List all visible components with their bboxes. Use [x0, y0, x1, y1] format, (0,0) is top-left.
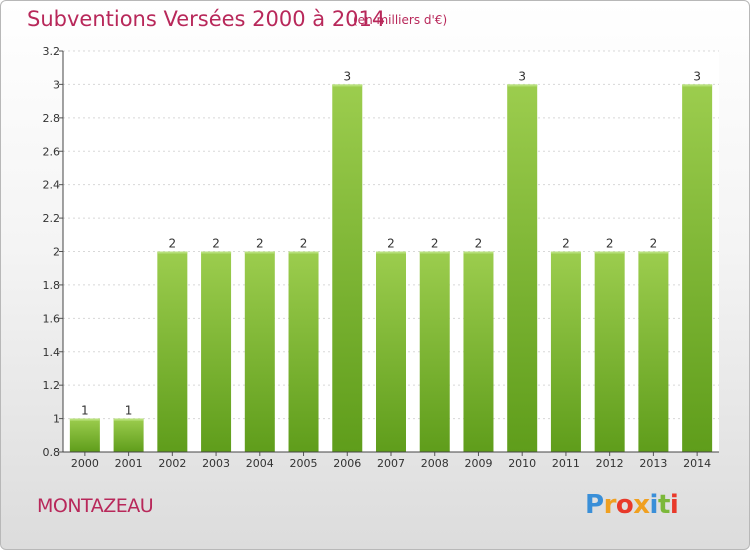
data-label: 2 — [606, 237, 614, 251]
brand-letter: P — [585, 490, 604, 520]
data-label: 1 — [125, 404, 133, 418]
bar — [69, 418, 100, 452]
bar — [113, 418, 144, 452]
y-tick-label: 3 — [53, 78, 60, 91]
bar-highlight — [201, 251, 232, 254]
y-tick-label: 2.8 — [43, 112, 61, 125]
data-label: 2 — [212, 237, 220, 251]
bar-highlight — [157, 251, 188, 254]
bar — [201, 251, 232, 452]
brand-letter: r — [603, 490, 617, 520]
x-tick-label: 2010 — [508, 457, 536, 470]
bar-highlight — [69, 418, 100, 421]
bar — [682, 84, 713, 453]
bar — [638, 251, 669, 452]
brand-letter: o — [615, 490, 634, 520]
bar-highlight — [682, 84, 713, 87]
y-tick-label: 1 — [53, 413, 60, 426]
data-label: 2 — [562, 237, 570, 251]
bar-highlight — [244, 251, 275, 254]
bar — [550, 251, 581, 452]
x-tick-label: 2000 — [71, 457, 99, 470]
data-label: 1 — [81, 404, 89, 418]
y-tick-label: 0.8 — [43, 446, 61, 459]
data-label: 2 — [431, 237, 439, 251]
x-tick-label: 2006 — [333, 457, 361, 470]
data-label: 2 — [475, 237, 483, 251]
bar — [463, 251, 494, 452]
bar-highlight — [550, 251, 581, 254]
y-tick-label: 1.2 — [43, 379, 61, 392]
chart-title: Subventions Versées 2000 à 2014 — [27, 7, 386, 31]
data-label: 2 — [300, 237, 308, 251]
y-tick-label: 2 — [53, 246, 60, 259]
bar — [507, 84, 538, 453]
data-label: 2 — [650, 237, 658, 251]
brand-letter: x — [633, 490, 650, 520]
y-tick-label: 2.6 — [43, 145, 61, 158]
brand-letter: i — [649, 490, 659, 520]
bar-highlight — [463, 251, 494, 254]
bar-highlight — [419, 251, 450, 254]
bar-highlight — [376, 251, 406, 254]
bar-highlight — [638, 251, 669, 254]
brand-letter: i — [669, 490, 679, 520]
x-tick-label: 2002 — [158, 457, 186, 470]
data-label: 2 — [256, 237, 264, 251]
chart-subtitle: (en milliers d'€) — [353, 13, 448, 27]
bar — [594, 251, 625, 452]
brand-logo: Proxiti — [585, 490, 679, 520]
x-tick-label: 2001 — [115, 457, 143, 470]
data-label: 3 — [343, 69, 351, 83]
bar-highlight — [332, 84, 363, 87]
x-tick-label: 2013 — [639, 457, 667, 470]
brand-letter: t — [657, 490, 670, 520]
bar — [376, 251, 406, 452]
x-tick-label: 2004 — [246, 457, 274, 470]
x-tick-label: 2009 — [464, 457, 492, 470]
y-tick-label: 1.8 — [43, 279, 61, 292]
y-tick-label: 2.4 — [43, 179, 61, 192]
x-tick-label: 2011 — [552, 457, 580, 470]
bar — [244, 251, 275, 452]
bar-highlight — [113, 418, 144, 421]
place-name: MONTAZEAU — [37, 495, 154, 517]
data-label: 2 — [169, 237, 177, 251]
x-tick-label: 2003 — [202, 457, 230, 470]
bar — [332, 84, 363, 453]
x-tick-label: 2005 — [290, 457, 318, 470]
bar-highlight — [507, 84, 538, 87]
y-tick-label: 1.4 — [43, 346, 61, 359]
x-tick-label: 2008 — [421, 457, 449, 470]
y-tick-label: 1.6 — [43, 312, 61, 325]
x-tick-label: 2014 — [683, 457, 711, 470]
data-label: 2 — [387, 237, 395, 251]
bar — [419, 251, 450, 452]
bar-highlight — [594, 251, 625, 254]
bar — [288, 251, 319, 452]
x-tick-label: 2007 — [377, 457, 405, 470]
y-tick-label: 2.2 — [43, 212, 61, 225]
y-tick-label: 3.2 — [43, 45, 61, 58]
bar — [157, 251, 188, 452]
x-tick-label: 2012 — [596, 457, 624, 470]
bar-highlight — [288, 251, 319, 254]
data-label: 3 — [518, 69, 526, 83]
data-label: 3 — [693, 69, 701, 83]
